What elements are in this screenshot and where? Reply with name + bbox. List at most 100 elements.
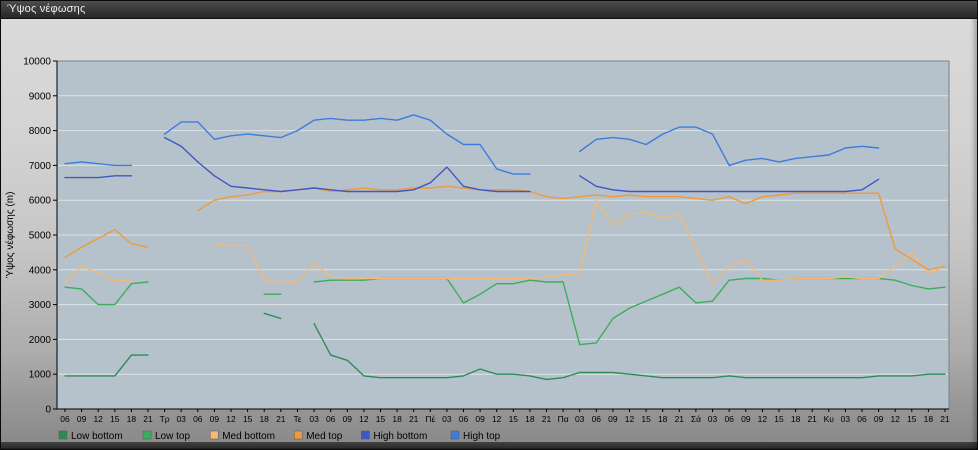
legend-swatch bbox=[361, 430, 370, 440]
legend-swatch bbox=[142, 430, 152, 440]
y-axis-title: Ύψος νέφωσης (m) bbox=[4, 192, 16, 279]
x-tick-label: 06 bbox=[857, 414, 867, 424]
series-line bbox=[64, 281, 149, 306]
chart-canvas: 0 1000 2000 3000 4000 5000 6000 7000 8000 9000 100… bbox=[1, 19, 977, 449]
x-tick-label: Πέ bbox=[425, 414, 435, 424]
legend-label: High bottom bbox=[373, 431, 427, 442]
x-tick-label: 03 bbox=[309, 414, 319, 424]
legend-label: Low top bbox=[155, 431, 190, 442]
x-tick-label: 09 bbox=[741, 414, 751, 424]
x-tick-label: 03 bbox=[575, 414, 585, 424]
legend-swatch bbox=[58, 430, 68, 440]
x-tick-label: 12 bbox=[758, 414, 768, 424]
x-tick-label: 15 bbox=[509, 414, 519, 424]
series-line bbox=[263, 312, 282, 320]
x-tick-label: 09 bbox=[343, 414, 353, 424]
x-tick-label: 06 bbox=[60, 414, 70, 424]
x-tick-label: 09 bbox=[210, 414, 220, 424]
x-tick-label: 12 bbox=[492, 414, 502, 424]
x-tick-label: 18 bbox=[924, 414, 934, 424]
series-line bbox=[213, 199, 946, 285]
legend-swatch bbox=[209, 430, 219, 440]
series-line bbox=[64, 229, 149, 259]
legend-label: High top bbox=[463, 431, 501, 442]
series-line bbox=[64, 175, 133, 179]
x-tick-label: 03 bbox=[841, 414, 851, 424]
legend-label: Med bottom bbox=[222, 431, 275, 442]
y-tick-label: 5000 bbox=[29, 231, 52, 242]
x-tick-label: 18 bbox=[658, 414, 668, 424]
series-line bbox=[163, 136, 531, 193]
window-title: Ύψος νέφωσης bbox=[7, 3, 86, 15]
series-line bbox=[197, 185, 946, 271]
x-tick-label: 21 bbox=[276, 414, 286, 424]
legend-label: Low bottom bbox=[71, 431, 123, 442]
x-tick-label: 15 bbox=[243, 414, 253, 424]
y-tick-label: 4000 bbox=[29, 265, 52, 276]
x-tick-label: 06 bbox=[592, 414, 602, 424]
legend-label: Med top bbox=[306, 431, 343, 442]
series-high-bottom bbox=[64, 136, 880, 193]
x-tick-label: 03 bbox=[442, 414, 452, 424]
series-line bbox=[579, 175, 880, 193]
x-tick-label: 09 bbox=[608, 414, 618, 424]
series-med-top bbox=[64, 185, 946, 271]
x-tick-label: 18 bbox=[127, 414, 137, 424]
x-tick-label: 18 bbox=[791, 414, 801, 424]
y-tick-label: 10000 bbox=[23, 57, 51, 68]
x-tick-label: 21 bbox=[675, 414, 685, 424]
series-line bbox=[163, 114, 531, 175]
x-tick-label: 21 bbox=[807, 414, 817, 424]
x-tick-label: 06 bbox=[326, 414, 336, 424]
y-tick-label: 7000 bbox=[29, 161, 52, 172]
y-tick-label: 8000 bbox=[29, 126, 52, 137]
series-med-bottom bbox=[64, 199, 946, 285]
x-tick-label: 21 bbox=[940, 414, 950, 424]
x-tick-label: 18 bbox=[525, 414, 535, 424]
series-line bbox=[579, 126, 880, 167]
series-high-top bbox=[64, 114, 880, 175]
legend-item-low-bottom: Low bottom bbox=[58, 430, 123, 442]
x-tick-label: 06 bbox=[193, 414, 203, 424]
x-tick-label: 12 bbox=[93, 414, 103, 424]
x-tick-label: 21 bbox=[409, 414, 419, 424]
x-tick-label: 12 bbox=[890, 414, 900, 424]
series-line bbox=[64, 265, 133, 285]
series-line bbox=[313, 323, 946, 381]
x-tick-label: Πα bbox=[558, 414, 569, 424]
series-low-bottom bbox=[64, 312, 946, 381]
x-tick-label: Κυ bbox=[824, 414, 835, 424]
x-tick-label: 15 bbox=[110, 414, 120, 424]
series-line bbox=[64, 161, 133, 167]
x-tick-label: 03 bbox=[708, 414, 718, 424]
legend-swatch bbox=[450, 430, 460, 440]
window-titlebar[interactable]: Ύψος νέφωσης bbox=[1, 1, 977, 19]
x-tick-label: 21 bbox=[143, 414, 153, 424]
x-tick-label: 18 bbox=[259, 414, 269, 424]
x-tick-label: 18 bbox=[392, 414, 402, 424]
x-tick-label: Σά bbox=[691, 414, 701, 424]
series-line bbox=[64, 354, 149, 377]
x-tick-label: 15 bbox=[641, 414, 651, 424]
x-tick-label: 21 bbox=[542, 414, 552, 424]
y-tick-label: 9000 bbox=[29, 91, 52, 102]
x-tick-label: 09 bbox=[874, 414, 884, 424]
x-tick-label: 15 bbox=[376, 414, 386, 424]
legend-item-med-top: Med top bbox=[293, 430, 343, 442]
x-tick-label: 15 bbox=[774, 414, 784, 424]
x-tick-label: 09 bbox=[475, 414, 485, 424]
x-tick-label: 06 bbox=[724, 414, 734, 424]
y-tick-label: 6000 bbox=[29, 196, 52, 207]
y-tick-label: 2000 bbox=[29, 335, 52, 346]
legend-item-high-bottom: High bottom bbox=[361, 430, 427, 442]
cloud-height-chart: 0 1000 2000 3000 4000 5000 6000 7000 8000 9000 100… bbox=[4, 57, 950, 443]
y-tick-label: 0 bbox=[45, 405, 51, 416]
legend-item-high-top: High top bbox=[450, 430, 501, 442]
y-tick-label: 1000 bbox=[29, 370, 52, 381]
y-tick-label: 3000 bbox=[29, 300, 52, 311]
x-tick-label: 03 bbox=[176, 414, 186, 424]
x-tick-label: 09 bbox=[77, 414, 87, 424]
x-tick-label: Τε bbox=[293, 414, 301, 424]
x-tick-label: Τρ bbox=[160, 414, 170, 424]
